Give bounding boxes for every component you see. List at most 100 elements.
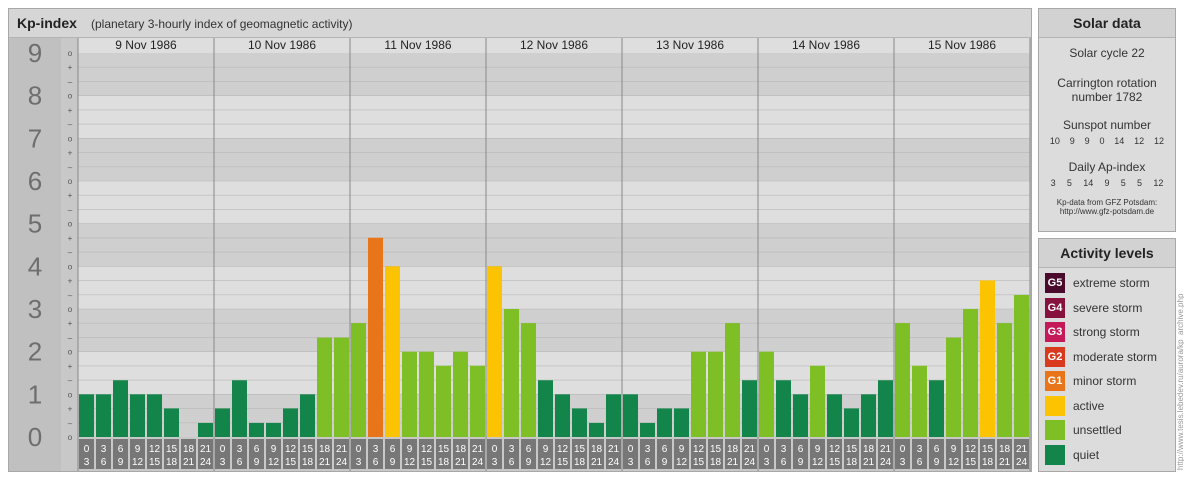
hour-end-label: 18	[302, 457, 314, 468]
grid-band	[78, 223, 1030, 267]
grid-band	[78, 95, 1030, 139]
kp-bar	[351, 323, 366, 437]
hour-cell	[419, 439, 434, 469]
hour-end-label: 12	[676, 457, 688, 468]
solar-cycle: Solar cycle 22	[1069, 46, 1145, 60]
hour-start-label: 15	[438, 444, 450, 455]
hour-cell	[402, 439, 417, 469]
hour-end-label: 6	[373, 457, 379, 468]
kp-bar	[215, 408, 230, 437]
kp-bar	[980, 280, 995, 437]
credit-line-1: Kp-data from GFZ Potsdam:	[1056, 198, 1158, 207]
kp-bar	[96, 394, 111, 437]
hour-cell	[181, 439, 196, 469]
hour-start-label: 3	[509, 444, 515, 455]
hour-end-label: 18	[438, 457, 450, 468]
kp-bar	[283, 408, 298, 437]
hour-start-label: 6	[118, 444, 124, 455]
hour-end-label: 9	[390, 457, 396, 468]
sub-tick-label: +	[68, 106, 73, 115]
hour-start-label: 12	[285, 444, 297, 455]
date-label: 15 Nov 1986	[928, 38, 996, 52]
sub-tick-label: –	[68, 205, 73, 214]
kp-bar	[232, 380, 247, 437]
sub-tick-label: –	[68, 419, 73, 428]
hour-cell	[300, 439, 315, 469]
hour-cell	[997, 439, 1012, 469]
kp-bar	[623, 394, 638, 437]
hour-end-label: 24	[336, 457, 348, 468]
hour-cell	[572, 439, 587, 469]
activity-level-item: unsettled	[1045, 420, 1122, 440]
sunspot-numbers: 10 9 9 0 14 12 12	[1039, 136, 1175, 146]
sub-tick-label: o	[68, 220, 73, 229]
activity-levels-panel: Activity levels G5 extreme storm G4 severe …	[1038, 238, 1176, 472]
kp-bar	[317, 337, 332, 437]
kp-bar	[589, 422, 604, 437]
sub-tick-label: –	[68, 163, 73, 172]
hour-start-label: 21	[336, 444, 348, 455]
activity-level-swatch: G4	[1045, 297, 1065, 318]
kp-bar	[878, 380, 893, 437]
chart-subtitle: (planetary 3-hourly index of geomagnetic…	[91, 17, 353, 31]
hour-start-label: 21	[472, 444, 484, 455]
sub-tick-label: +	[68, 234, 73, 243]
activity-level-item: G1 minor storm	[1045, 371, 1136, 391]
grid-band	[78, 138, 1030, 181]
sub-tick-label: +	[68, 319, 73, 328]
kp-bar	[861, 394, 876, 437]
kp-bar	[385, 266, 400, 437]
sub-tick-label: –	[68, 77, 73, 86]
hour-end-label: 15	[829, 457, 841, 468]
activity-level-item: quiet	[1045, 444, 1099, 465]
hour-start-label: 9	[679, 444, 685, 455]
kp-bar	[266, 422, 281, 437]
hour-start-label: 12	[149, 444, 161, 455]
hour-end-label: 12	[404, 457, 416, 468]
kp-bar	[164, 408, 179, 437]
y-tick-label: 0	[28, 422, 42, 452]
kp-bar	[844, 408, 859, 437]
hour-cell	[113, 439, 128, 469]
hour-cell	[810, 439, 825, 469]
kp-bar	[147, 394, 162, 437]
hour-cell	[759, 439, 774, 469]
kp-bar	[249, 422, 264, 437]
hour-end-label: 6	[101, 457, 107, 468]
hour-start-label: 12	[693, 444, 705, 455]
hour-start-label: 0	[356, 444, 362, 455]
hour-start-label: 12	[421, 444, 433, 455]
hour-start-label: 9	[951, 444, 957, 455]
sub-tick-label: +	[68, 362, 73, 371]
hour-start-label: 15	[982, 444, 994, 455]
hour-start-label: 21	[744, 444, 756, 455]
hour-start-label: 21	[200, 444, 212, 455]
sub-tick-label: –	[68, 291, 73, 300]
hour-start-label: 15	[574, 444, 586, 455]
hour-end-label: 6	[237, 457, 243, 468]
kp-bar	[487, 266, 502, 437]
hour-end-label: 12	[132, 457, 144, 468]
hour-start-label: 9	[543, 444, 549, 455]
hour-end-label: 15	[421, 457, 433, 468]
activity-level-swatch: G1	[1045, 371, 1065, 391]
sub-tick-label: o	[68, 390, 73, 399]
hour-end-label: 12	[268, 457, 280, 468]
credit-link[interactable]: http://www.gfz-potsdam.de	[1059, 207, 1155, 216]
kp-bar	[300, 394, 315, 437]
hour-end-label: 18	[982, 457, 994, 468]
hour-cell	[793, 439, 808, 469]
hour-end-label: 3	[764, 457, 770, 468]
hour-end-label: 15	[965, 457, 977, 468]
kp-bar	[453, 351, 468, 437]
hour-cell	[130, 439, 145, 469]
date-label: 10 Nov 1986	[248, 38, 316, 52]
hour-start-label: 9	[407, 444, 413, 455]
hour-start-label: 12	[965, 444, 977, 455]
hour-cell	[691, 439, 706, 469]
activity-level-item: G5 extreme storm	[1045, 273, 1150, 293]
hour-start-label: 21	[880, 444, 892, 455]
hour-end-label: 6	[781, 457, 787, 468]
activity-level-label: active	[1073, 398, 1105, 413]
solar-data-panel: Solar data Solar cycle 22 Carrington rot…	[1038, 8, 1176, 232]
